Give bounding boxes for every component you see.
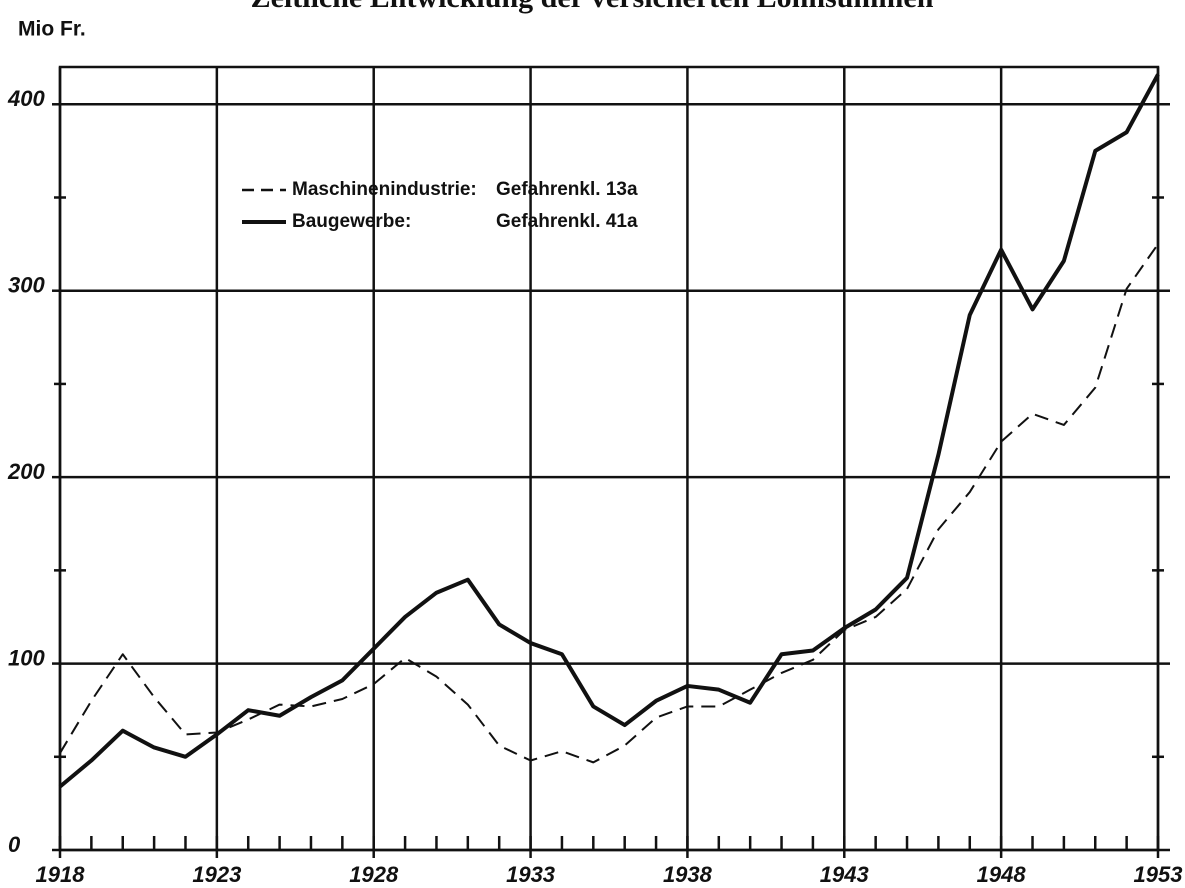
x-tick-label: 1923 — [192, 862, 241, 887]
series-line — [58, 73, 1160, 789]
legend-class: Gefahrenkl. 13a — [496, 179, 638, 200]
x-tick-label: 1948 — [977, 862, 1027, 887]
x-tick-label: 1953 — [1134, 862, 1183, 887]
y-tick-label: 0 — [8, 832, 21, 857]
x-tick-label: 1928 — [349, 862, 399, 887]
series-line — [59, 243, 1159, 764]
y-tick-label: 400 — [7, 86, 45, 111]
x-tick-label: 1943 — [820, 862, 869, 887]
legend-label: Maschinenindustrie: — [292, 179, 477, 200]
legend-class: Gefahrenkl. 41a — [496, 211, 638, 232]
x-tick-label: 1918 — [36, 862, 86, 887]
x-tick-label: 1938 — [663, 862, 713, 887]
y-tick-label: 100 — [8, 645, 45, 670]
x-tick-label: 1933 — [506, 862, 555, 887]
y-tick-label: 200 — [7, 459, 45, 484]
chart-title: Zeitliche Entwicklung der versicherten L… — [251, 0, 934, 14]
legend-label: Baugewerbe: — [292, 211, 411, 232]
y-axis-label: Mio Fr. — [18, 18, 86, 41]
y-tick-label: 300 — [8, 273, 45, 298]
